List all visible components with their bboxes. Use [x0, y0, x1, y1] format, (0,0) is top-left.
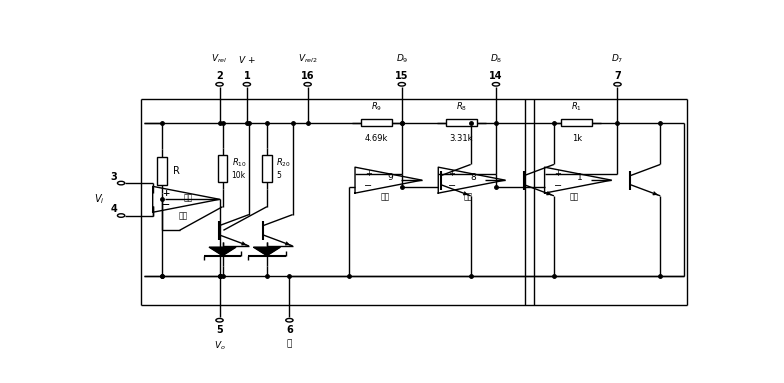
Text: $D_8$: $D_8$	[490, 52, 503, 65]
Text: $V_o$: $V_o$	[213, 339, 226, 352]
Text: 16: 16	[301, 71, 314, 81]
Text: 9: 9	[387, 173, 393, 182]
Text: 放大: 放大	[178, 212, 187, 221]
Bar	[218, 155, 227, 182]
Circle shape	[614, 82, 621, 86]
Text: +: +	[554, 170, 561, 178]
Text: $D_7$: $D_7$	[612, 52, 624, 65]
Circle shape	[243, 82, 251, 86]
Text: +: +	[365, 170, 372, 178]
Bar	[561, 119, 593, 126]
Text: R: R	[172, 166, 180, 176]
Text: −: −	[365, 181, 372, 191]
Text: 8: 8	[470, 173, 476, 182]
Text: 2: 2	[216, 71, 223, 81]
Text: 5: 5	[216, 325, 223, 335]
Text: 4: 4	[111, 204, 118, 214]
Text: 比较: 比较	[570, 193, 579, 202]
Text: 10k: 10k	[232, 171, 246, 180]
Text: +: +	[448, 170, 455, 178]
Text: $R_8$: $R_8$	[456, 101, 467, 113]
Text: 1k: 1k	[572, 134, 582, 143]
Text: +: +	[162, 189, 169, 198]
Text: $V_{rel}$: $V_{rel}$	[212, 52, 227, 65]
Text: 比较: 比较	[380, 193, 390, 202]
Circle shape	[285, 318, 293, 322]
Text: $R_9$: $R_9$	[371, 101, 382, 113]
Text: 1: 1	[244, 71, 250, 81]
Circle shape	[492, 82, 499, 86]
Text: 7: 7	[614, 71, 621, 81]
Text: 4.69k: 4.69k	[365, 134, 388, 143]
Bar	[262, 155, 272, 182]
Text: 15: 15	[395, 71, 408, 81]
Text: −: −	[162, 200, 170, 211]
Text: $R_{10}$: $R_{10}$	[232, 156, 246, 169]
Text: $V_i$: $V_i$	[93, 192, 104, 206]
Text: 3.31k: 3.31k	[449, 134, 473, 143]
Text: −: −	[554, 181, 562, 191]
Circle shape	[118, 214, 125, 217]
Text: 比较: 比较	[463, 193, 473, 202]
Text: $R_1$: $R_1$	[572, 101, 583, 113]
Circle shape	[304, 82, 311, 86]
Text: 放大: 放大	[183, 193, 192, 202]
Bar	[361, 119, 392, 126]
Text: $R_{20}$: $R_{20}$	[276, 156, 291, 169]
Polygon shape	[209, 247, 236, 255]
Text: −: −	[161, 200, 170, 211]
Text: $V$ +: $V$ +	[238, 54, 256, 65]
Circle shape	[398, 82, 405, 86]
Bar	[157, 157, 167, 185]
Text: 6: 6	[286, 325, 292, 335]
Circle shape	[216, 82, 223, 86]
Text: 3: 3	[111, 172, 118, 182]
Circle shape	[118, 181, 125, 185]
Circle shape	[216, 318, 223, 322]
Text: 地: 地	[287, 339, 292, 349]
Text: 5: 5	[276, 171, 281, 180]
Text: $V_{rel2}$: $V_{rel2}$	[298, 52, 318, 65]
Polygon shape	[253, 247, 281, 255]
Text: $D_9$: $D_9$	[395, 52, 408, 65]
Bar	[446, 119, 477, 126]
Text: −: −	[448, 181, 456, 191]
Text: 1: 1	[577, 173, 583, 182]
Text: 14: 14	[489, 71, 503, 81]
Text: +: +	[162, 189, 169, 198]
